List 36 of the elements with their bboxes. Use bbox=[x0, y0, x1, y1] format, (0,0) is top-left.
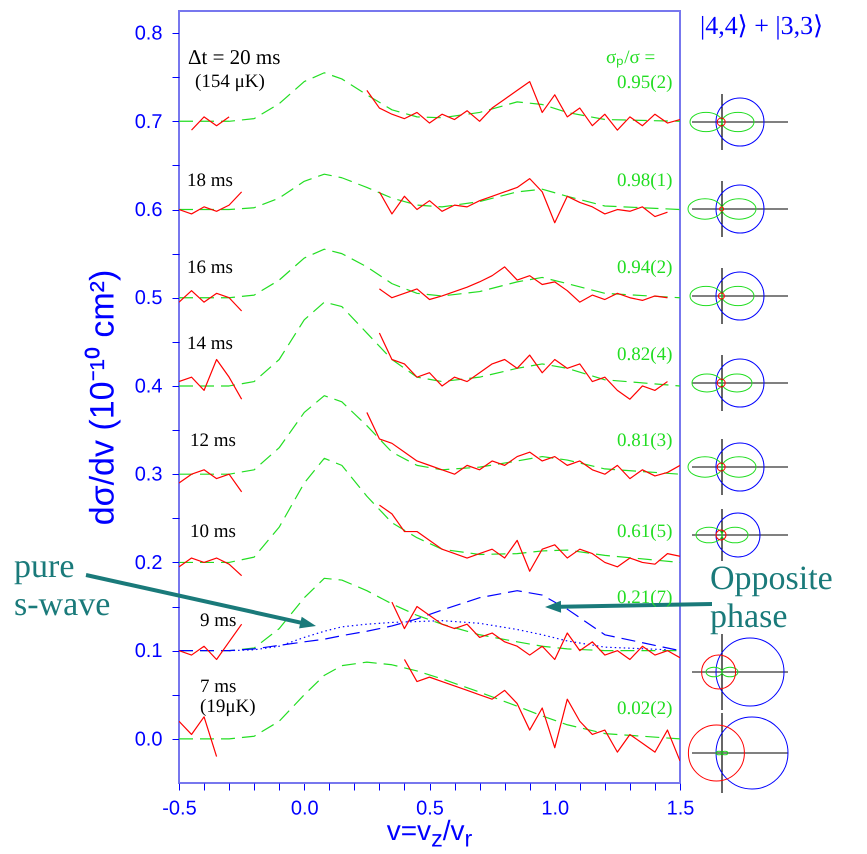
x-tick-label: -0.5 bbox=[162, 798, 197, 820]
annotation: 18 ms bbox=[187, 170, 233, 190]
annotation: 7 ms bbox=[200, 676, 236, 696]
annotation: 0.02(2) bbox=[617, 698, 672, 718]
annotation: (19μK) bbox=[200, 696, 256, 716]
x-tick-label: 1.0 bbox=[541, 798, 570, 820]
x-tick-label: 0.0 bbox=[290, 798, 319, 820]
annotation: Δt = 20 ms bbox=[188, 44, 280, 68]
annotation: 0.82(4) bbox=[617, 344, 672, 364]
text: |4,4⟩ + |3,3⟩ bbox=[700, 11, 824, 40]
annotation: σₚ/σ = bbox=[606, 46, 656, 68]
text: Opposite phase bbox=[710, 560, 833, 635]
y-tick-label: 0.5 bbox=[134, 287, 162, 310]
y-tick-label: 0.4 bbox=[134, 375, 162, 398]
annotation: 0.21(7) bbox=[617, 586, 672, 608]
annotation: 0.98(1) bbox=[617, 170, 672, 190]
annotation: 12 ms bbox=[190, 430, 236, 450]
annotation: 0.61(5) bbox=[617, 520, 672, 542]
y-tick-label: 0.1 bbox=[134, 640, 162, 662]
annotation: 9 ms bbox=[200, 610, 236, 630]
y-tick-label: 0.7 bbox=[134, 110, 162, 133]
annotation: 14 ms bbox=[187, 332, 233, 354]
annotation: 10 ms bbox=[190, 520, 236, 542]
y-tick-label: 0.6 bbox=[134, 199, 162, 222]
y-tick-label: 0.3 bbox=[134, 464, 162, 486]
text: pure s-wave bbox=[14, 548, 110, 623]
annotation: 0.95(2) bbox=[617, 72, 672, 92]
annotation: 0.94(2) bbox=[617, 256, 672, 278]
x-tick-label: 1.5 bbox=[666, 798, 694, 820]
annotation: 0.81(3) bbox=[617, 430, 672, 450]
y-tick-label: 0.8 bbox=[134, 22, 162, 45]
annotation: (154 μK) bbox=[195, 70, 265, 92]
y-tick-label: 0.0 bbox=[134, 728, 162, 750]
y-axis-title: dσ/dv (10⁻¹⁰ cm²) bbox=[84, 270, 122, 526]
annotation: 16 ms bbox=[187, 256, 233, 278]
y-tick-label: 0.2 bbox=[134, 552, 162, 574]
